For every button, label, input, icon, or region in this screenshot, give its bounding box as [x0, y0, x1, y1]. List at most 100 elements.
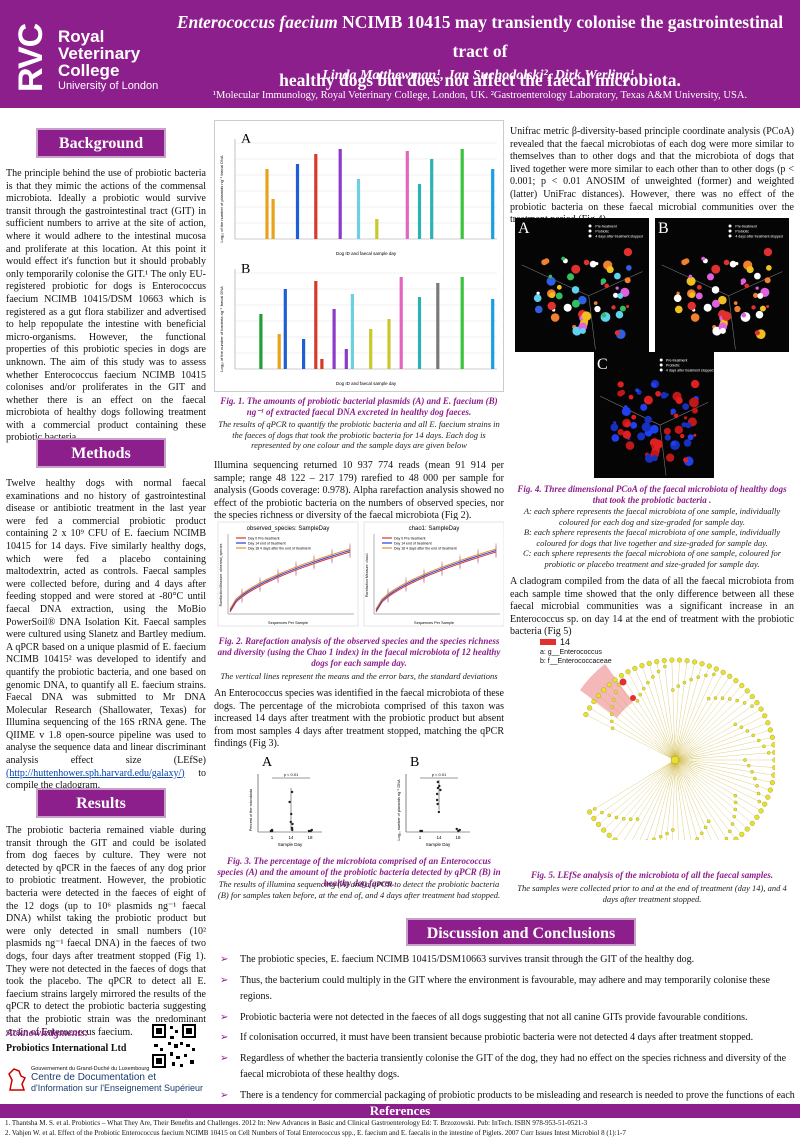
clado-node	[636, 818, 639, 821]
clado-node	[734, 801, 737, 804]
fig2-panel-title: observed_species: SampleDay	[247, 526, 330, 532]
pcoa-sphere	[766, 265, 772, 271]
pcoa-legend-dot	[729, 225, 732, 228]
reference-1: 1. Thantsha M. S. et al. Probiotics – Wh…	[5, 1118, 795, 1128]
pcoa-sphere	[755, 330, 760, 335]
clado-node	[734, 794, 737, 797]
fig1-panel-letter: A	[241, 132, 252, 147]
clado-leaf	[750, 694, 755, 699]
pcoa-legend-label: Probiotic	[666, 364, 680, 368]
fig1-bar	[387, 319, 390, 369]
clado-leaf	[647, 661, 652, 666]
pcoa-legend-label: Probiotic	[595, 230, 609, 234]
clado-node	[612, 698, 615, 701]
fig1-caption: The results of qPCR to quantify the prob…	[216, 419, 502, 451]
pcoa-sphere	[756, 286, 759, 289]
pcoa-sphere	[691, 380, 699, 388]
fig2-y-label: Rarefaction Measure: chao1	[365, 553, 369, 597]
pcoa-legend-label: 4 days after treatment stopped	[666, 369, 714, 373]
fig2-x-label: Sequences Per Sample	[268, 621, 308, 625]
pcoa-sphere	[629, 395, 634, 400]
fig1-bar	[430, 159, 433, 239]
pcoa-sphere	[535, 306, 543, 314]
fig3-point	[421, 830, 423, 832]
clado-leaf	[739, 683, 744, 688]
lefse-link[interactable]: (http://huttenhower.sph.harvard.edu/gala…	[6, 768, 185, 779]
clado-node	[753, 777, 756, 780]
clado-node	[725, 837, 728, 840]
clado-node	[746, 729, 749, 732]
fig4-letter-a: A	[518, 220, 530, 238]
fig2-caption: The vertical lines represent the means a…	[216, 671, 502, 682]
clado-leaf	[587, 810, 592, 815]
clado-node	[615, 816, 618, 819]
fig3-x-tick: 1	[419, 835, 422, 840]
poster-header: RVC Royal Veterinary College University …	[0, 0, 800, 108]
clado-leaf	[596, 822, 601, 827]
fig4-caption-b: B: each sphere represents the faecal mic…	[515, 527, 789, 548]
fig1-bar	[369, 329, 372, 369]
fig1-bar	[314, 281, 317, 369]
fig1-bar	[345, 349, 348, 369]
clado-leaf	[745, 688, 750, 693]
pcoa-sphere	[693, 434, 696, 437]
pcoa-sphere	[620, 390, 626, 396]
pcoa-sphere	[689, 275, 692, 278]
pcoa-legend-label: 4 days after treatment stopped	[595, 235, 643, 239]
clado-leaf	[745, 827, 750, 832]
fig4-caption-c: C: each sphere represents the faecal mic…	[515, 548, 789, 569]
clado-leaf	[583, 712, 588, 717]
references-list: 1. Thantsha M. S. et al. Probiotics – Wh…	[5, 1118, 795, 1138]
pcoa-sphere	[637, 432, 645, 440]
fig5-legend: 14 a: g__Enterococcus b: f__Enterococcac…	[540, 638, 612, 666]
pcoa-sphere	[601, 313, 606, 318]
fig3-point	[436, 803, 438, 805]
fig1-panel-letter: B	[241, 262, 250, 277]
clado-branch	[609, 774, 663, 836]
fig3-point	[311, 829, 313, 831]
pcoa-sphere	[626, 305, 629, 308]
clado-leaf	[755, 700, 760, 705]
logo-line-royal: Royal	[58, 28, 158, 45]
clado-node	[683, 681, 686, 684]
clado-leaf	[619, 673, 624, 678]
fig3-panel-letter: B	[410, 755, 419, 770]
clado-node	[610, 720, 613, 723]
pcoa-legend-dot	[729, 235, 732, 238]
clado-branch	[679, 790, 687, 840]
lux-line2: Centre de Documentation et	[31, 1072, 203, 1083]
clado-node	[712, 673, 715, 676]
pcoa-sphere	[613, 293, 618, 298]
clado-branch	[699, 764, 774, 776]
pcoa-legend-dot	[589, 225, 592, 228]
references-heading: References	[0, 1104, 800, 1118]
clado-leaf	[677, 658, 682, 663]
clado-enterococcus-node	[620, 679, 627, 686]
clado-leaf	[591, 816, 596, 821]
clado-branch	[590, 708, 657, 749]
pcoa-legend-dot	[660, 359, 663, 362]
clado-branch	[642, 777, 669, 840]
fig4-letter-c: C	[597, 356, 608, 374]
pcoa-sphere	[644, 396, 653, 405]
pcoa-sphere	[674, 294, 682, 302]
pcoa-text: Unifrac metric β-diversity-based princip…	[510, 126, 794, 227]
fig2-chart: observed_species: SampleDay Rarefaction M…	[214, 520, 504, 630]
clado-leaf	[770, 780, 775, 785]
pcoa-sphere	[594, 306, 600, 312]
fig5-legend-title: 14	[560, 637, 570, 647]
fig3-point	[459, 829, 461, 831]
pcoa-sphere	[614, 273, 621, 280]
clado-branch	[615, 784, 657, 840]
pcoa-sphere	[747, 266, 754, 273]
clado-leaf	[734, 678, 739, 683]
clado-branch	[694, 769, 765, 804]
fig4-caption-title: Fig. 4. Three dimensional PCoA of the fa…	[515, 484, 789, 506]
fig3-x-label: Sample Day	[426, 842, 451, 847]
fig1-frame: A Log₁₀ of the number of plasmids ng⁻¹ fa…	[214, 120, 504, 392]
clado-branch	[702, 716, 765, 747]
clado-branch	[685, 672, 723, 741]
pcoa-sphere	[676, 397, 683, 404]
fig3-point	[439, 789, 441, 791]
pcoa-legend-dot	[660, 369, 663, 372]
